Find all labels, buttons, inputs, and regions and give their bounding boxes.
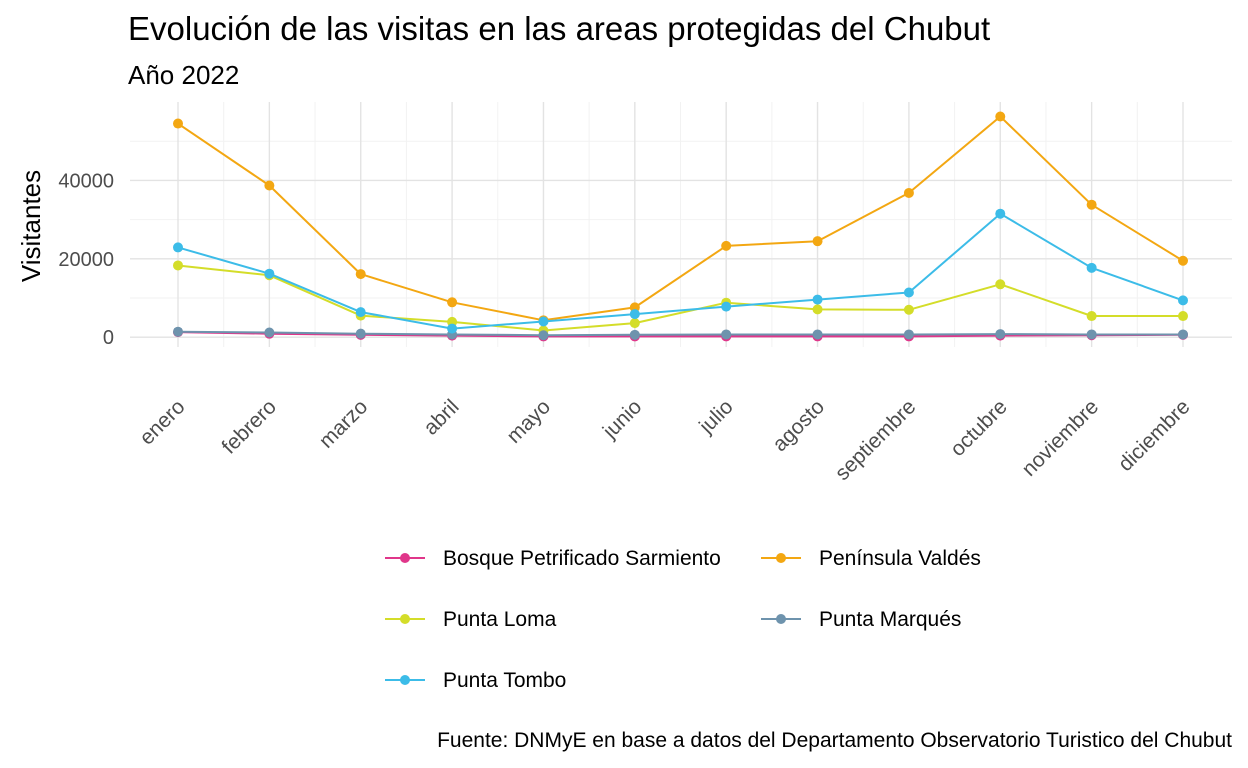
chart-title: Evolución de las visitas en las areas pr… bbox=[128, 10, 991, 47]
y-axis-ticks: 0 20000 40000 bbox=[58, 170, 114, 349]
series-group bbox=[173, 111, 1188, 342]
y-tick-label: 40000 bbox=[58, 170, 114, 192]
x-tick-label: octubre bbox=[946, 395, 1012, 461]
x-tick-label: septiembre bbox=[831, 395, 921, 485]
data-point bbox=[447, 297, 458, 308]
data-point bbox=[1086, 199, 1097, 210]
legend-label: Bosque Petrificado Sarmiento bbox=[443, 547, 721, 570]
x-tick-label: diciembre bbox=[1114, 395, 1195, 476]
data-point bbox=[903, 329, 914, 340]
legend-label: Punta Loma bbox=[443, 608, 557, 631]
x-tick-label: marzo bbox=[315, 395, 373, 453]
legend-key-point bbox=[400, 553, 410, 563]
x-tick-label: julio bbox=[694, 395, 737, 438]
series-line bbox=[177, 330, 1183, 337]
legend-label: Punta Marqués bbox=[819, 608, 961, 631]
data-point bbox=[903, 287, 914, 298]
data-point bbox=[995, 279, 1006, 290]
data-point bbox=[173, 326, 183, 337]
y-tick-label: 0 bbox=[103, 327, 114, 349]
data-point bbox=[995, 111, 1006, 122]
chart-source: Fuente: DNMyE en base a datos del Depart… bbox=[437, 729, 1232, 752]
data-point bbox=[264, 268, 275, 279]
data-point bbox=[173, 242, 183, 253]
data-point bbox=[355, 307, 366, 318]
data-point bbox=[903, 187, 914, 198]
data-point bbox=[629, 309, 640, 320]
data-point bbox=[812, 304, 823, 315]
legend-label: Península Valdés bbox=[819, 547, 981, 570]
data-point bbox=[355, 269, 366, 280]
series bbox=[173, 208, 1188, 334]
data-point bbox=[538, 316, 549, 327]
data-point bbox=[1178, 311, 1188, 322]
series-line bbox=[177, 212, 1184, 330]
grid-lines bbox=[130, 102, 1232, 347]
data-point bbox=[1178, 295, 1188, 306]
data-point bbox=[995, 208, 1006, 219]
data-point bbox=[903, 304, 914, 315]
x-tick-label: febrero bbox=[218, 395, 281, 458]
x-tick-label: noviembre bbox=[1018, 395, 1104, 481]
data-point bbox=[1178, 255, 1188, 266]
data-point bbox=[721, 301, 732, 312]
series-line bbox=[177, 331, 1184, 338]
data-point bbox=[173, 260, 183, 271]
data-point bbox=[355, 328, 366, 339]
data-point bbox=[812, 329, 823, 340]
y-axis-label: Visitantes bbox=[16, 170, 46, 282]
data-point bbox=[812, 294, 823, 305]
data-point bbox=[173, 118, 183, 129]
legend-item: Península Valdés bbox=[761, 547, 981, 570]
chart-subtitle: Año 2022 bbox=[128, 60, 240, 90]
data-point bbox=[812, 236, 823, 247]
data-point bbox=[264, 180, 275, 191]
data-point bbox=[1086, 311, 1097, 322]
x-axis-ticks: enero febrero marzo abril mayo junio julio agos… bbox=[135, 395, 1194, 485]
data-point bbox=[1178, 329, 1188, 340]
data-point bbox=[629, 318, 640, 329]
legend-key-point bbox=[776, 553, 786, 563]
data-point bbox=[721, 329, 732, 340]
data-point bbox=[264, 327, 275, 338]
legend: Bosque Petrificado Sarmiento Península Va… bbox=[385, 547, 981, 692]
legend-item: Bosque Petrificado Sarmiento bbox=[385, 547, 721, 570]
legend-item: Punta Marqués bbox=[761, 608, 961, 631]
series-line bbox=[177, 115, 1184, 322]
data-point bbox=[995, 329, 1006, 340]
legend-label: Punta Tombo bbox=[443, 669, 566, 692]
data-point bbox=[1086, 262, 1097, 273]
legend-item: Punta Tombo bbox=[385, 669, 566, 692]
x-tick-label: mayo bbox=[502, 395, 555, 448]
data-point bbox=[1086, 329, 1097, 340]
series-line bbox=[177, 264, 1183, 332]
data-point bbox=[447, 323, 458, 334]
series bbox=[173, 326, 1188, 341]
data-point bbox=[629, 329, 640, 340]
data-point bbox=[721, 240, 732, 251]
y-tick-label: 20000 bbox=[58, 249, 114, 271]
legend-key-point bbox=[776, 614, 786, 624]
legend-item: Punta Loma bbox=[385, 608, 557, 631]
legend-key-point bbox=[400, 675, 410, 685]
legend-key-point bbox=[400, 614, 410, 624]
x-tick-label: abril bbox=[419, 395, 463, 439]
x-tick-label: enero bbox=[135, 395, 189, 449]
x-tick-label: agosto bbox=[768, 395, 829, 456]
data-point bbox=[538, 330, 549, 341]
x-tick-label: junio bbox=[598, 395, 646, 443]
